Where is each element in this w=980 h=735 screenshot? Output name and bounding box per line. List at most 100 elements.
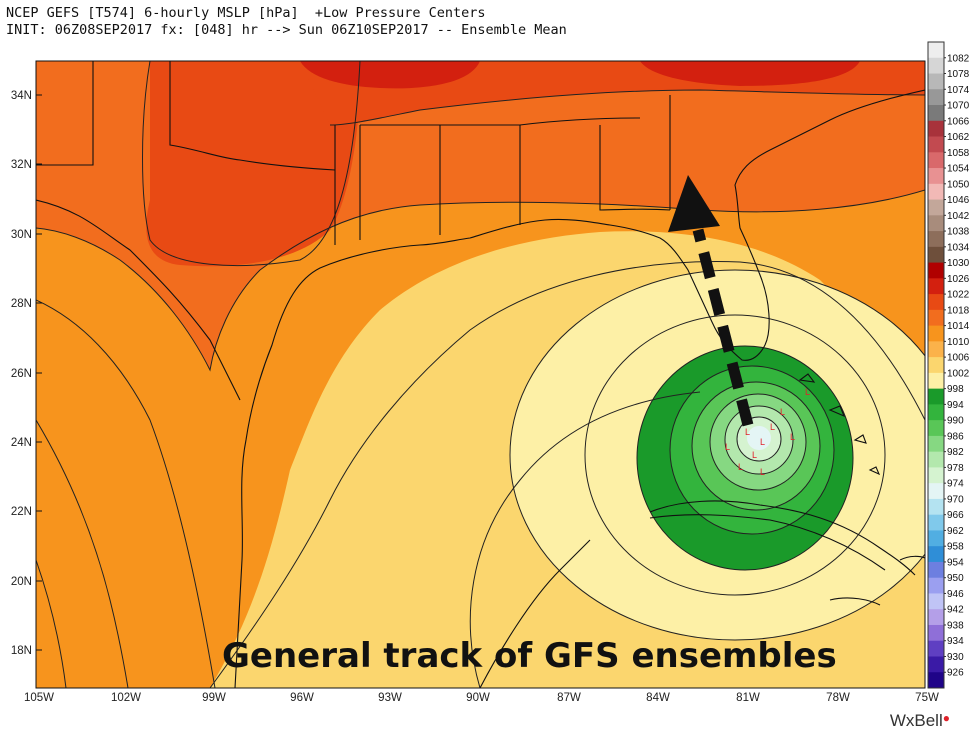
- pressure-colorbar: 1082 1078 1074 1070 1066 1062 1058 1054 1050 1046…: [927, 41, 970, 689]
- colorbar-swatch: [928, 357, 944, 374]
- colorbar-swatch: [928, 498, 944, 516]
- colorbar-label: 1046: [947, 195, 970, 206]
- colorbar-label: 1050: [947, 179, 970, 190]
- colorbar-swatch: [928, 262, 944, 279]
- lon-label: 78W: [826, 692, 850, 704]
- colorbar-frame: [927, 41, 945, 689]
- low-center-markers: L L L L L L L L L L: [725, 387, 810, 477]
- colorbar-swatch: [928, 530, 944, 547]
- lon-label: 102W: [111, 692, 141, 704]
- colorbar-swatch: [928, 278, 944, 295]
- colorbar-label: 1054: [947, 164, 970, 175]
- colorbar-label: 1010: [947, 337, 970, 348]
- lon-label: 99W: [202, 692, 226, 704]
- lon-label: 96W: [290, 692, 314, 704]
- colorbar-label: 1026: [947, 274, 970, 285]
- colorbar-label: 1062: [947, 132, 970, 143]
- colorbar-swatch: [928, 89, 944, 106]
- colorbar-swatch: [928, 120, 944, 137]
- colorbar-label: 974: [947, 479, 964, 490]
- colorbar-swatch: [928, 42, 944, 59]
- colorbar-swatch: [928, 483, 944, 500]
- lat-label: 24N: [11, 437, 32, 449]
- colorbar-label: 1014: [947, 321, 970, 332]
- colorbar-swatch: [928, 593, 944, 610]
- colorbar-swatch: [928, 372, 944, 390]
- colorbar-label: 986: [947, 431, 964, 442]
- lon-label: 75W: [915, 692, 939, 704]
- colorbar-swatch: [928, 420, 944, 437]
- colorbar-label: 1058: [947, 148, 970, 159]
- colorbar-label: 990: [947, 416, 964, 427]
- map-frame: [35, 60, 926, 689]
- colorbar-swatch: [928, 325, 944, 342]
- colorbar-label: 962: [947, 526, 964, 537]
- lat-label: 26N: [11, 368, 32, 380]
- colorbar-label: 950: [947, 573, 964, 584]
- colorbar-swatch: [928, 183, 944, 200]
- colorbar-swatch: [928, 309, 944, 327]
- colorbar-swatch: [928, 404, 944, 421]
- low-marker: L: [805, 387, 810, 397]
- map-title-line2: INIT: 06Z08SEP2017 fx: [048] hr --> Sun …: [6, 22, 567, 38]
- colorbar-label: 958: [947, 542, 964, 553]
- colorbar-label: 946: [947, 589, 964, 600]
- low-marker: L: [725, 442, 730, 452]
- low-marker: L: [790, 432, 795, 442]
- colorbar-label: 982: [947, 447, 964, 458]
- colorbar-label: 1078: [947, 69, 970, 80]
- lon-label: 87W: [557, 692, 581, 704]
- low-marker: L: [760, 437, 765, 447]
- colorbar-swatch: [928, 136, 944, 153]
- colorbar-swatch: [928, 152, 944, 169]
- lon-label: 81W: [736, 692, 760, 704]
- colorbar-swatch: [928, 561, 944, 579]
- lat-label: 20N: [11, 576, 32, 588]
- colorbar-label: 998: [947, 384, 964, 395]
- colorbar-label: 1042: [947, 211, 970, 222]
- colorbar-swatch: [928, 388, 944, 405]
- colorbar-label: 970: [947, 494, 964, 505]
- colorbar-swatch: [928, 215, 944, 232]
- colorbar-label: 1018: [947, 305, 970, 316]
- colorbar-swatch: [928, 656, 944, 673]
- colorbar-label: 938: [947, 620, 964, 631]
- lat-label: 28N: [11, 298, 32, 310]
- colorbar-swatch: [928, 199, 944, 216]
- track-arrow: [668, 175, 754, 427]
- lat-label: 34N: [11, 90, 32, 102]
- colorbar-label: 1066: [947, 116, 970, 127]
- low-marker: L: [738, 462, 743, 472]
- colorbar-label: 966: [947, 510, 964, 521]
- low-marker: L: [760, 467, 765, 477]
- colorbar-label: 1070: [947, 101, 970, 112]
- colorbar-swatch: [928, 294, 944, 311]
- track-caption: General track of GFS ensembles: [222, 636, 837, 676]
- colorbar-label: 942: [947, 605, 964, 616]
- colorbar-label: 926: [947, 668, 964, 679]
- colorbar-swatch: [928, 624, 944, 642]
- lon-label: 84W: [646, 692, 670, 704]
- colorbar-label: 1074: [947, 85, 970, 96]
- lon-label: 93W: [378, 692, 402, 704]
- colorbar-label: 978: [947, 463, 964, 474]
- colorbar-swatch: [928, 246, 944, 263]
- colorbar-swatch: [928, 105, 944, 122]
- lat-label: 22N: [11, 506, 32, 518]
- colorbar-swatch: [928, 168, 944, 185]
- colorbar-swatch: [928, 451, 944, 468]
- colorbar-label: 1022: [947, 290, 970, 301]
- colorbar-swatch: [928, 577, 944, 594]
- lon-label: 90W: [466, 692, 490, 704]
- colorbar-swatch: [928, 609, 944, 626]
- colorbar-swatch: [928, 546, 944, 563]
- low-marker: L: [752, 450, 757, 460]
- colorbar-label: 1034: [947, 242, 970, 253]
- colorbar-swatch: [928, 73, 944, 90]
- colorbar-label: 1082: [947, 53, 970, 64]
- map-title-line1: NCEP GEFS [T574] 6-hourly MSLP [hPa] +Lo…: [6, 5, 486, 21]
- colorbar-swatch: [928, 57, 944, 74]
- colorbar-swatch: [928, 514, 944, 531]
- latitude-ticks: [36, 94, 42, 651]
